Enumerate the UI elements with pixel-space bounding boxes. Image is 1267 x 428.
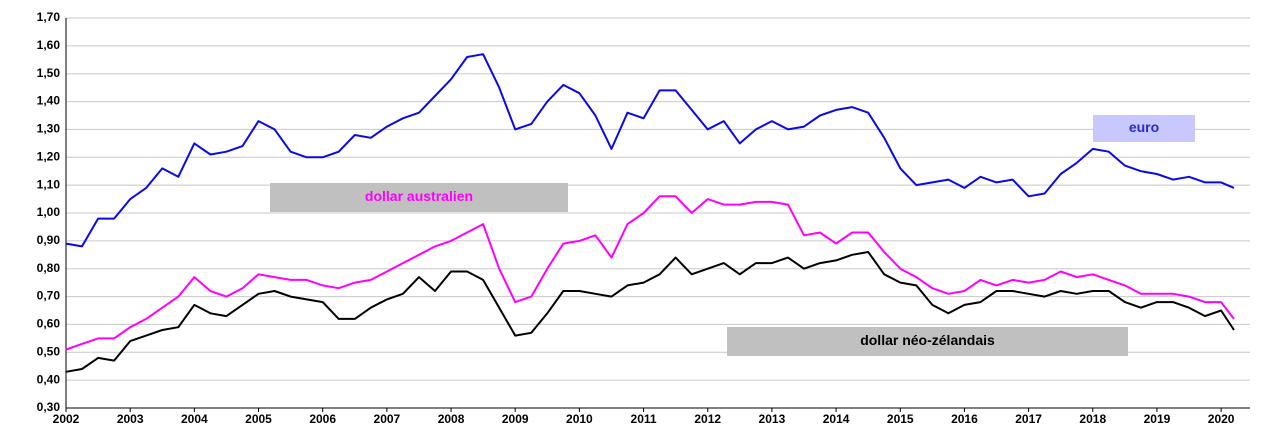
y-tick-label: 1,60	[37, 38, 61, 52]
legend-label: dollar australien	[365, 188, 473, 204]
x-tick-label: 2008	[438, 412, 465, 426]
x-tick-label: 2017	[1015, 412, 1042, 426]
y-tick-label: 1,30	[37, 122, 61, 136]
y-tick-label: 0,70	[37, 289, 61, 303]
y-tick-label: 0,30	[37, 400, 61, 414]
x-tick-label: 2020	[1208, 412, 1235, 426]
series-line	[65, 195, 1235, 351]
x-tick-label: 2002	[53, 412, 80, 426]
y-tick-label: 1,70	[37, 10, 61, 24]
x-tick-label: 2018	[1079, 412, 1106, 426]
x-tick-label: 2006	[309, 412, 336, 426]
series-line	[65, 251, 1235, 373]
series-line	[65, 53, 1235, 248]
legend-label: euro	[1129, 119, 1159, 135]
x-tick-label: 2019	[1144, 412, 1171, 426]
x-tick-label: 2009	[502, 412, 529, 426]
y-tick-label: 0,50	[37, 344, 61, 358]
x-tick-label: 2003	[117, 412, 144, 426]
y-tick-label: 1,50	[37, 66, 61, 80]
y-tick-label: 0,80	[37, 261, 61, 275]
legend-box	[270, 183, 568, 212]
x-tick-label: 2014	[823, 412, 850, 426]
y-tick-label: 0,60	[37, 317, 61, 331]
x-tick-label: 2013	[759, 412, 786, 426]
y-tick-label: 1,40	[37, 94, 61, 108]
x-tick-label: 2015	[887, 412, 914, 426]
x-tick-label: 2004	[181, 412, 208, 426]
x-tick-label: 2005	[245, 412, 272, 426]
y-tick-label: 0,90	[37, 233, 61, 247]
x-tick-label: 2007	[374, 412, 401, 426]
x-tick-label: 2010	[566, 412, 593, 426]
x-tick-label: 2011	[631, 412, 657, 426]
y-tick-label: 0,40	[37, 372, 61, 386]
legend-box	[1093, 115, 1195, 142]
y-tick-label: 1,00	[37, 205, 61, 219]
y-tick-label: 1,10	[37, 177, 61, 191]
x-tick-label: 2012	[694, 412, 721, 426]
y-tick-label: 1,20	[37, 149, 61, 163]
x-tick-label: 2016	[951, 412, 978, 426]
legend-box	[727, 327, 1128, 356]
legend-label: dollar néo-zélandais	[860, 332, 995, 348]
